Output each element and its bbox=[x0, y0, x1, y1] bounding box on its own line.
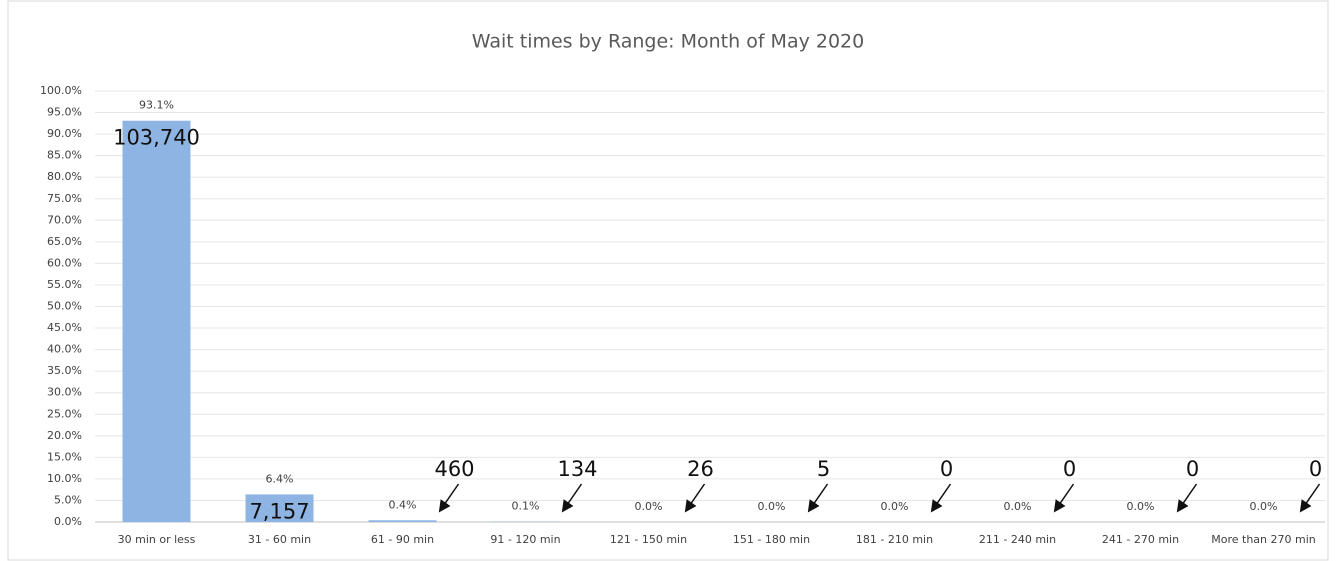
y-tick-label: 5.0% bbox=[54, 493, 82, 506]
value-label: 0.0% bbox=[881, 500, 909, 513]
x-tick-label: 31 - 60 min bbox=[248, 533, 311, 546]
y-tick-label: 45.0% bbox=[47, 321, 82, 334]
value-label: 6.4% bbox=[266, 472, 294, 485]
count-label: 134 bbox=[557, 457, 597, 481]
value-label: 0.0% bbox=[1004, 500, 1032, 513]
x-tick-label: 151 - 180 min bbox=[733, 533, 810, 546]
arrow bbox=[684, 483, 706, 513]
y-tick-label: 80.0% bbox=[47, 170, 82, 183]
count-label: 26 bbox=[687, 457, 714, 481]
x-tick-label: 181 - 210 min bbox=[856, 533, 933, 546]
y-tick-label: 100.0% bbox=[40, 84, 82, 97]
value-label: 93.1% bbox=[139, 99, 174, 112]
chart-title: Wait times by Range: Month of May 2020 bbox=[472, 31, 864, 53]
y-tick-label: 25.0% bbox=[47, 407, 82, 420]
count-label: 0 bbox=[1186, 457, 1199, 481]
bar bbox=[122, 120, 191, 522]
y-tick-label: 35.0% bbox=[47, 364, 82, 377]
bar bbox=[245, 494, 314, 522]
bar bbox=[368, 520, 437, 522]
y-tick-label: 50.0% bbox=[47, 300, 82, 313]
value-label: 0.0% bbox=[1127, 500, 1155, 513]
arrow bbox=[561, 483, 583, 513]
value-label: 0.0% bbox=[635, 500, 663, 513]
y-tick-label: 10.0% bbox=[47, 472, 82, 485]
x-tick-label: 211 - 240 min bbox=[979, 533, 1056, 546]
count-label: 0 bbox=[1063, 457, 1076, 481]
arrow bbox=[1176, 483, 1198, 513]
count-label: 0 bbox=[1309, 457, 1322, 481]
arrow bbox=[807, 483, 829, 513]
x-tick-label: 91 - 120 min bbox=[490, 533, 560, 546]
count-label: 460 bbox=[434, 457, 474, 481]
x-tick-label: 30 min or less bbox=[118, 533, 196, 546]
y-tick-label: 65.0% bbox=[47, 235, 82, 248]
y-tick-label: 30.0% bbox=[47, 386, 82, 399]
y-tick-label: 85.0% bbox=[47, 149, 82, 162]
y-tick-label: 55.0% bbox=[47, 278, 82, 291]
x-tick-label: More than 270 min bbox=[1211, 533, 1316, 546]
y-tick-label: 0.0% bbox=[54, 515, 82, 528]
y-tick-label: 90.0% bbox=[47, 127, 82, 140]
chart-border bbox=[7, 0, 1329, 561]
arrow bbox=[438, 483, 460, 513]
value-label: 0.0% bbox=[1250, 500, 1278, 513]
x-tick-label: 61 - 90 min bbox=[371, 533, 434, 546]
y-tick-label: 15.0% bbox=[47, 450, 82, 463]
count-label: 7,157 bbox=[249, 499, 309, 523]
y-tick-label: 95.0% bbox=[47, 106, 82, 119]
value-label: 0.4% bbox=[389, 498, 417, 511]
y-tick-label: 75.0% bbox=[47, 192, 82, 205]
count-label: 5 bbox=[817, 457, 830, 481]
count-label: 103,740 bbox=[113, 126, 200, 150]
y-tick-label: 60.0% bbox=[47, 256, 82, 269]
y-tick-label: 20.0% bbox=[47, 429, 82, 442]
arrow bbox=[1053, 483, 1075, 513]
value-label: 0.1% bbox=[512, 500, 540, 513]
value-label: 0.0% bbox=[758, 500, 786, 513]
arrow bbox=[930, 483, 952, 513]
y-tick-label: 70.0% bbox=[47, 213, 82, 226]
arrow bbox=[1299, 483, 1321, 513]
count-label: 0 bbox=[940, 457, 953, 481]
x-tick-label: 121 - 150 min bbox=[610, 533, 687, 546]
y-tick-label: 40.0% bbox=[47, 343, 82, 356]
x-tick-label: 241 - 270 min bbox=[1102, 533, 1179, 546]
